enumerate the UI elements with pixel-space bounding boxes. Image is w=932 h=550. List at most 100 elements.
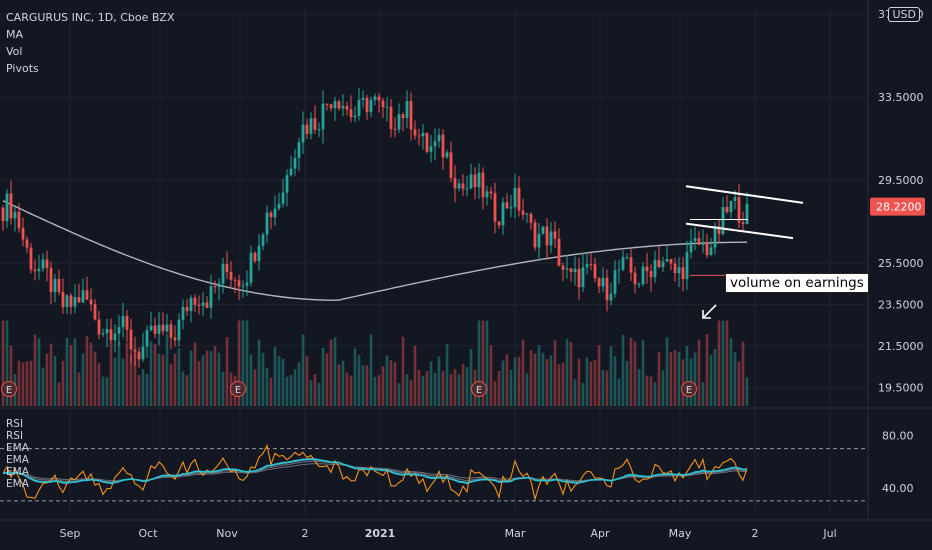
currency-label[interactable]: USD [888, 7, 920, 22]
candle-body [653, 259, 657, 278]
rsi-label-2[interactable]: RSI [6, 430, 24, 442]
candle-body [593, 264, 597, 279]
channel-lower-line [685, 222, 794, 240]
volume-bar [237, 320, 241, 406]
volume-bar [493, 381, 497, 406]
candle-body [533, 222, 537, 248]
chart-legend: CARGURUS INC, 1D, Cboe BZX MA Vol Pivots [6, 9, 174, 77]
candle-body [537, 233, 541, 248]
volume-bar [9, 345, 13, 406]
candle-body [133, 349, 137, 352]
time-tick-label: 2021 [365, 527, 396, 540]
candle-body [153, 325, 157, 334]
volume-bar [673, 350, 677, 406]
candle-body [733, 197, 737, 202]
volume-bar [465, 366, 469, 406]
indicator-vol-label[interactable]: Vol [6, 45, 23, 58]
volume-bar [433, 372, 437, 406]
candle-body [661, 261, 665, 268]
candle-body [145, 330, 149, 347]
volume-bar [569, 341, 573, 406]
volume-bar [553, 340, 557, 406]
candle-body [405, 101, 409, 119]
volume-bar [73, 338, 77, 406]
volume-bar [97, 363, 101, 406]
earnings-marker-label: E [686, 385, 692, 396]
volume-bar [629, 337, 633, 406]
earnings-marker-label: E [6, 385, 12, 396]
candle-body [465, 188, 469, 190]
candle-body [261, 234, 265, 246]
candle-body [273, 208, 277, 218]
candle-body [441, 134, 445, 158]
rsi-tick-label: 40.00 [882, 482, 914, 495]
candle-body [717, 226, 721, 235]
ema-label-4[interactable]: EMA [6, 478, 29, 490]
volume-bar [1, 320, 5, 406]
candle-body [701, 242, 705, 245]
candle-body [317, 129, 321, 131]
candle-body [313, 118, 317, 130]
volume-bar [129, 354, 133, 406]
volume-bar [461, 363, 465, 406]
candle-body [741, 222, 745, 224]
candle-body [729, 201, 733, 213]
candle-body [357, 99, 361, 116]
candle-body [69, 295, 73, 307]
ema-label-2[interactable]: EMA [6, 454, 29, 466]
candle-body [33, 269, 37, 272]
candle-body [193, 297, 197, 305]
candle-body [497, 221, 501, 226]
volume-bar [225, 337, 229, 406]
indicator-ma-label[interactable]: MA [6, 28, 24, 41]
rsi-label-1[interactable]: RSI [6, 418, 24, 430]
volume-bar [565, 339, 569, 406]
volume-bar [309, 380, 313, 406]
candle-body [245, 282, 249, 286]
candle-body [621, 257, 625, 270]
volume-bar [65, 337, 69, 406]
ema-label-1[interactable]: EMA [6, 442, 29, 454]
volume-bar [745, 377, 749, 406]
candle-body [269, 212, 273, 218]
volume-bar [677, 351, 681, 406]
volume-bar [245, 320, 249, 406]
volume-bar [589, 361, 593, 406]
annotation-arrow-icon [702, 304, 717, 319]
channel-lines [685, 185, 804, 240]
candle-body [581, 267, 585, 288]
volume-bar [113, 357, 117, 406]
volume-bar [661, 370, 665, 406]
candle-body [557, 238, 561, 266]
volume-bar [221, 371, 225, 406]
candle-body [237, 280, 241, 287]
volume-bar [181, 371, 185, 406]
candle-body [77, 297, 81, 303]
ema-label-3[interactable]: EMA [6, 466, 29, 478]
volume-bar [293, 369, 297, 406]
price-tick-label: 19.5000 [878, 381, 924, 394]
candle-body [521, 210, 525, 215]
candle-body [337, 101, 341, 109]
candle-body [225, 264, 229, 272]
candle-body [381, 100, 385, 108]
candle-body [141, 346, 145, 360]
volume-bar [33, 334, 37, 406]
volume-bar [117, 341, 121, 406]
volume-bar [377, 375, 381, 406]
volume-bar [505, 354, 509, 406]
volume-bar [621, 335, 625, 406]
volume-bar [213, 346, 217, 406]
indicator-pivots-label[interactable]: Pivots [6, 62, 39, 75]
volume-bar [173, 353, 177, 406]
earnings-marker-label: E [235, 385, 241, 396]
candle-body [257, 245, 261, 262]
volume-bar [697, 339, 701, 406]
volume-bar [413, 345, 417, 406]
symbol-title[interactable]: CARGURUS INC, 1D, Cboe BZX [6, 11, 175, 24]
candle-body [601, 277, 605, 287]
candle-body [9, 193, 13, 219]
volume-bar [645, 375, 649, 406]
candle-body [293, 157, 297, 169]
volume-bar [85, 336, 89, 406]
